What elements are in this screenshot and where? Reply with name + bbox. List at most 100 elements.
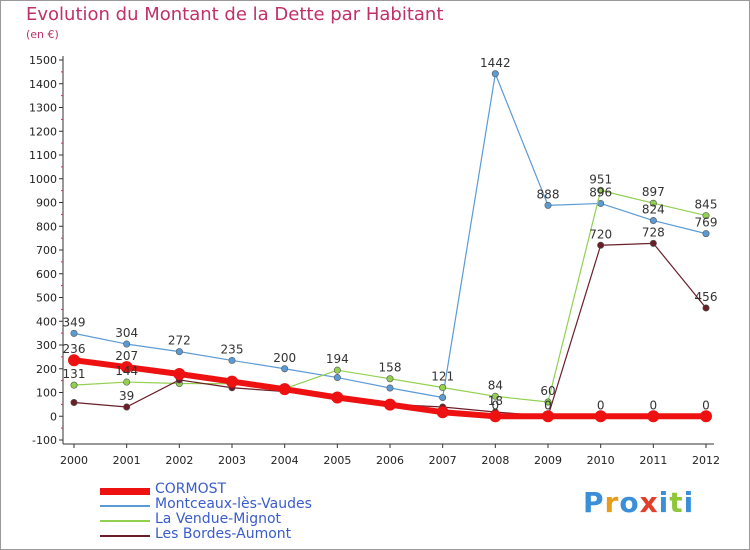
legend-swatch xyxy=(100,487,150,495)
data-label: 304 xyxy=(115,326,138,340)
data-point xyxy=(70,381,78,389)
data-point xyxy=(123,403,131,411)
data-point xyxy=(70,398,78,406)
data-point xyxy=(649,199,657,207)
data-point xyxy=(594,410,607,423)
x-tick-label: 2009 xyxy=(534,454,562,467)
data-label: 84 xyxy=(488,378,503,392)
y-tick-label: 400 xyxy=(36,315,57,328)
data-label: 60 xyxy=(540,384,555,398)
data-point xyxy=(597,241,605,249)
x-tick-label: 2007 xyxy=(429,454,457,467)
y-tick-label: 1100 xyxy=(29,149,57,162)
legend-label: Montceaux-lès-Vaudes xyxy=(155,496,312,512)
data-point xyxy=(544,398,552,406)
legend-label: Les Bordes-Aumont xyxy=(155,526,292,542)
data-label: 158 xyxy=(379,361,402,375)
x-tick-label: 2001 xyxy=(113,454,141,467)
data-point xyxy=(649,217,657,225)
logo-letter: x xyxy=(639,486,659,519)
data-point xyxy=(491,70,499,78)
x-tick-label: 2006 xyxy=(376,454,404,467)
data-label: 845 xyxy=(695,198,718,212)
data-label: 272 xyxy=(168,334,191,348)
legend-swatch xyxy=(100,535,150,537)
data-label: 144 xyxy=(115,364,138,378)
x-tick-label: 2004 xyxy=(271,454,299,467)
data-point xyxy=(439,393,447,401)
x-tick-label: 2011 xyxy=(639,454,667,467)
data-label: 349 xyxy=(63,315,86,329)
data-point xyxy=(278,383,291,396)
data-label: 194 xyxy=(326,352,349,366)
data-point xyxy=(491,392,499,400)
data-label: 235 xyxy=(221,342,244,356)
x-tick-label: 2002 xyxy=(165,454,193,467)
y-tick-label: 900 xyxy=(36,197,57,210)
data-point xyxy=(702,304,710,312)
data-label: 18 xyxy=(488,394,503,408)
logo-letter: P xyxy=(583,486,605,519)
y-tick-label: -100 xyxy=(32,434,57,447)
y-tick-label: 300 xyxy=(36,339,57,352)
data-label: 207 xyxy=(115,349,138,363)
y-tick-label: 1500 xyxy=(29,54,57,67)
data-point xyxy=(333,374,341,382)
data-point xyxy=(175,348,183,356)
data-point xyxy=(702,230,710,238)
y-tick-label: 1000 xyxy=(29,173,57,186)
data-point xyxy=(597,186,605,194)
y-tick-label: 700 xyxy=(36,244,57,257)
logo-letter: i xyxy=(683,486,695,519)
data-point xyxy=(386,384,394,392)
data-label: 39 xyxy=(119,389,134,403)
legend-label: La Vendue-Mignot xyxy=(155,511,282,527)
data-point xyxy=(173,367,186,380)
y-tick-label: 600 xyxy=(36,268,57,281)
x-tick-label: 2003 xyxy=(218,454,246,467)
data-label: 0 xyxy=(544,398,552,412)
series-group xyxy=(68,70,712,423)
data-label: 1442 xyxy=(480,56,511,70)
data-label: 456 xyxy=(695,290,718,304)
x-tick-label: 2008 xyxy=(481,454,509,467)
data-point xyxy=(331,391,344,404)
data-point xyxy=(384,398,396,411)
data-label: 0 xyxy=(597,398,605,412)
data-point xyxy=(702,212,710,220)
data-label: 131 xyxy=(63,367,86,381)
data-point xyxy=(120,361,133,374)
data-labels: 349 304 272 235 200 1442 888 896 824 769 131 144 194… xyxy=(63,56,718,412)
data-label: 728 xyxy=(642,225,665,239)
data-point xyxy=(647,410,660,423)
data-point xyxy=(542,410,554,423)
data-label: 769 xyxy=(695,216,718,230)
y-tick-label: 0 xyxy=(50,410,57,423)
data-label: 121 xyxy=(431,370,454,384)
data-label: 200 xyxy=(273,351,296,365)
x-tick-label: 2005 xyxy=(323,454,351,467)
y-tick-label: 200 xyxy=(36,363,57,376)
x-tick-label: 2012 xyxy=(692,454,720,467)
data-point xyxy=(70,329,78,337)
chart-unit-label: (en €) xyxy=(26,28,59,41)
data-label: 236 xyxy=(63,342,86,356)
y-tick-label: 1300 xyxy=(29,102,57,115)
logo-letter: r xyxy=(604,486,620,519)
data-point xyxy=(386,375,394,383)
data-label: 0 xyxy=(702,398,710,412)
y-tick-label: 1200 xyxy=(29,125,57,138)
data-point xyxy=(68,354,80,367)
data-point xyxy=(436,406,449,419)
y-tick-label: 800 xyxy=(36,220,57,233)
data-point xyxy=(281,365,289,373)
data-point xyxy=(123,378,131,386)
chart-title: Evolution du Montant de la Dette par Hab… xyxy=(26,4,444,25)
data-point xyxy=(700,410,712,423)
data-point xyxy=(544,201,552,209)
data-point xyxy=(333,366,341,374)
legend-swatch xyxy=(100,505,150,507)
data-label: 824 xyxy=(642,203,665,217)
